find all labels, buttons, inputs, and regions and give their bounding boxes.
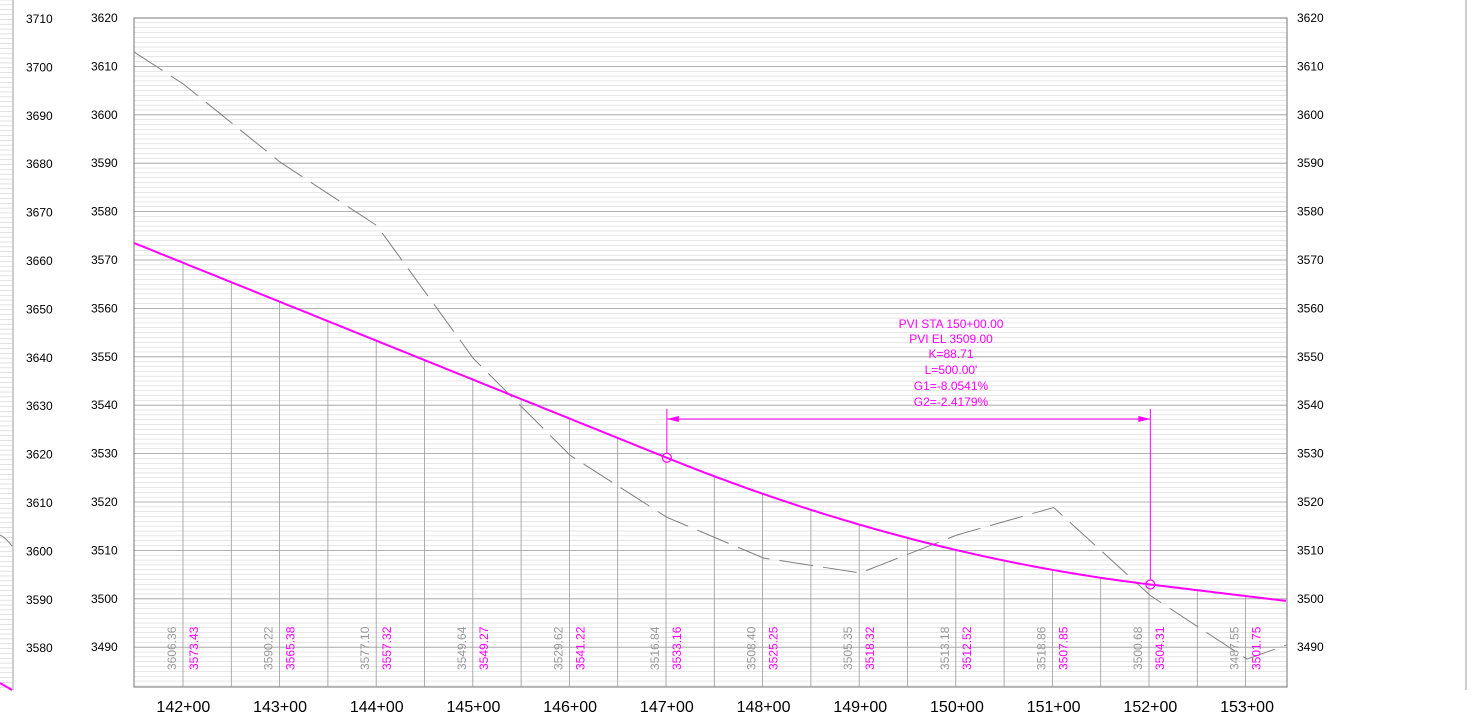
elevation-label-left: 3600 xyxy=(91,108,118,122)
proposed-grade-elevation-label: 3504.31 xyxy=(1153,626,1167,670)
proposed-grade-elevation-label: 3525.25 xyxy=(767,626,781,670)
left-elevation-label: 3610 xyxy=(26,496,53,510)
proposed-grade-line xyxy=(133,242,1287,602)
dimension-arrow-left xyxy=(666,416,679,422)
elevation-label-right: 3560 xyxy=(1297,301,1324,315)
left-elevation-label: 3670 xyxy=(26,206,53,220)
elevation-label-left: 3550 xyxy=(91,350,118,364)
station-label: 146+00 xyxy=(543,699,597,716)
grid-lines xyxy=(133,17,1288,688)
elevation-label-left: 3520 xyxy=(91,495,118,509)
grade-out-label: G2=-2.4179% xyxy=(914,395,989,409)
left-elevation-label: 3700 xyxy=(26,60,53,74)
left-ground-fragment xyxy=(0,534,13,547)
elevation-label-right: 3540 xyxy=(1297,398,1324,412)
existing-ground-elevation-label: 3518.86 xyxy=(1034,626,1048,670)
elevation-label-left: 3530 xyxy=(91,447,118,461)
elevation-label-right: 3500 xyxy=(1297,592,1324,606)
station-label: 152+00 xyxy=(1123,699,1177,716)
proposed-grade-elevation-label: 3533.16 xyxy=(670,626,684,670)
existing-ground-profile xyxy=(133,51,1288,660)
elevation-label-left: 3610 xyxy=(91,59,118,73)
existing-ground-elevation-label: 3577.10 xyxy=(358,626,372,670)
elevation-label-left: 3540 xyxy=(91,398,118,412)
existing-ground-elevation-label: 3500.68 xyxy=(1131,626,1145,670)
left-elevation-label: 3690 xyxy=(26,109,53,123)
proposed-grade-profile xyxy=(133,242,1287,602)
dimension-arrow-right xyxy=(1138,416,1151,422)
proposed-grade-elevation-label: 3557.32 xyxy=(380,626,394,670)
elevation-label-right: 3520 xyxy=(1297,495,1324,509)
elevation-label-left: 3490 xyxy=(91,640,118,654)
elevation-label-left: 3620 xyxy=(91,11,118,25)
left-elevation-label: 3580 xyxy=(26,641,53,655)
proposed-grade-elevation-label: 3512.52 xyxy=(960,626,974,670)
elevation-label-right: 3570 xyxy=(1297,253,1324,267)
left-elevation-label: 3620 xyxy=(26,448,53,462)
elevation-label-right: 3530 xyxy=(1297,447,1324,461)
left-grade-fragment xyxy=(0,682,13,691)
existing-ground-elevation-label: 3549.64 xyxy=(455,626,469,670)
elevation-label-right: 3590 xyxy=(1297,156,1324,170)
left-elevation-label: 3590 xyxy=(26,593,53,607)
elevation-label-right: 3510 xyxy=(1297,543,1324,557)
elevation-label-left: 3590 xyxy=(91,156,118,170)
axis-labels: 3620 3620 3610 3610 3600 3600 3590 3590 3580 3580… xyxy=(91,11,1324,716)
plot-frame xyxy=(133,17,1288,688)
elevation-label-right: 3620 xyxy=(1297,11,1324,25)
station-label: 142+00 xyxy=(156,699,210,716)
elevation-label-left: 3560 xyxy=(91,301,118,315)
elevation-label-left: 3510 xyxy=(91,543,118,557)
proposed-grade-elevation-label: 3573.43 xyxy=(187,626,201,670)
elevation-label-right: 3580 xyxy=(1297,205,1324,219)
left-elevation-label: 3600 xyxy=(26,544,53,558)
grade-in-label: G1=-8.0541% xyxy=(914,379,989,393)
pvi-elevation-label: PVI EL 3509.00 xyxy=(909,332,993,346)
station-label: 143+00 xyxy=(253,699,307,716)
elevation-label-left: 3500 xyxy=(91,592,118,606)
existing-ground-elevation-label: 3513.18 xyxy=(938,626,952,670)
elevation-label-left: 3580 xyxy=(91,205,118,219)
k-value-label: K=88.71 xyxy=(928,347,973,361)
elevation-label-left: 3570 xyxy=(91,253,118,267)
curve-length-label: L=500.00' xyxy=(925,363,978,377)
left-elevation-label: 3710 xyxy=(26,12,53,26)
elevation-label-right: 3550 xyxy=(1297,350,1324,364)
left-elevation-label: 3630 xyxy=(26,399,53,413)
left-elevation-label: 3640 xyxy=(26,351,53,365)
station-label: 145+00 xyxy=(447,699,501,716)
existing-ground-elevation-label: 3590.22 xyxy=(262,626,276,670)
left-elevation-label: 3680 xyxy=(26,157,53,171)
proposed-grade-elevation-label: 3501.75 xyxy=(1250,626,1264,670)
existing-ground-elevation-label: 3606.36 xyxy=(165,626,179,670)
station-label: 151+00 xyxy=(1027,699,1081,716)
elevation-label-right: 3610 xyxy=(1297,59,1324,73)
left-profile-panel: 3710 3700 3690 3680 3670 3660 3650 3640 3630 3620… xyxy=(0,0,1467,691)
proposed-grade-elevation-label: 3541.22 xyxy=(573,626,587,670)
proposed-grade-elevation-label: 3518.32 xyxy=(863,626,877,670)
existing-ground-elevation-label: 3529.62 xyxy=(551,626,565,670)
pvi-station-label: PVI STA 150+00.00 xyxy=(899,317,1004,331)
existing-ground-elevation-label: 3516.84 xyxy=(648,626,662,670)
elevation-label-right: 3600 xyxy=(1297,108,1324,122)
elevation-label-right: 3490 xyxy=(1297,640,1324,654)
left-elevation-label: 3660 xyxy=(26,254,53,268)
existing-ground-elevation-label: 3508.40 xyxy=(745,626,759,670)
station-label: 153+00 xyxy=(1220,699,1274,716)
station-label: 150+00 xyxy=(930,699,984,716)
left-elevation-label: 3650 xyxy=(26,302,53,316)
proposed-grade-elevation-label: 3549.27 xyxy=(477,626,491,670)
station-label: 144+00 xyxy=(350,699,404,716)
proposed-grade-elevation-label: 3507.85 xyxy=(1056,626,1070,670)
pvi-annotation: PVI STA 150+00.00 PVI EL 3509.00 K=88.71… xyxy=(661,317,1156,590)
station-label: 149+00 xyxy=(833,699,887,716)
proposed-grade-elevation-label: 3565.38 xyxy=(284,626,298,670)
existing-ground-line xyxy=(133,51,1288,660)
station-label: 148+00 xyxy=(737,699,791,716)
station-label: 147+00 xyxy=(640,699,694,716)
existing-ground-elevation-label: 3487.55 xyxy=(1228,626,1242,670)
existing-ground-elevation-label: 3505.35 xyxy=(841,626,855,670)
